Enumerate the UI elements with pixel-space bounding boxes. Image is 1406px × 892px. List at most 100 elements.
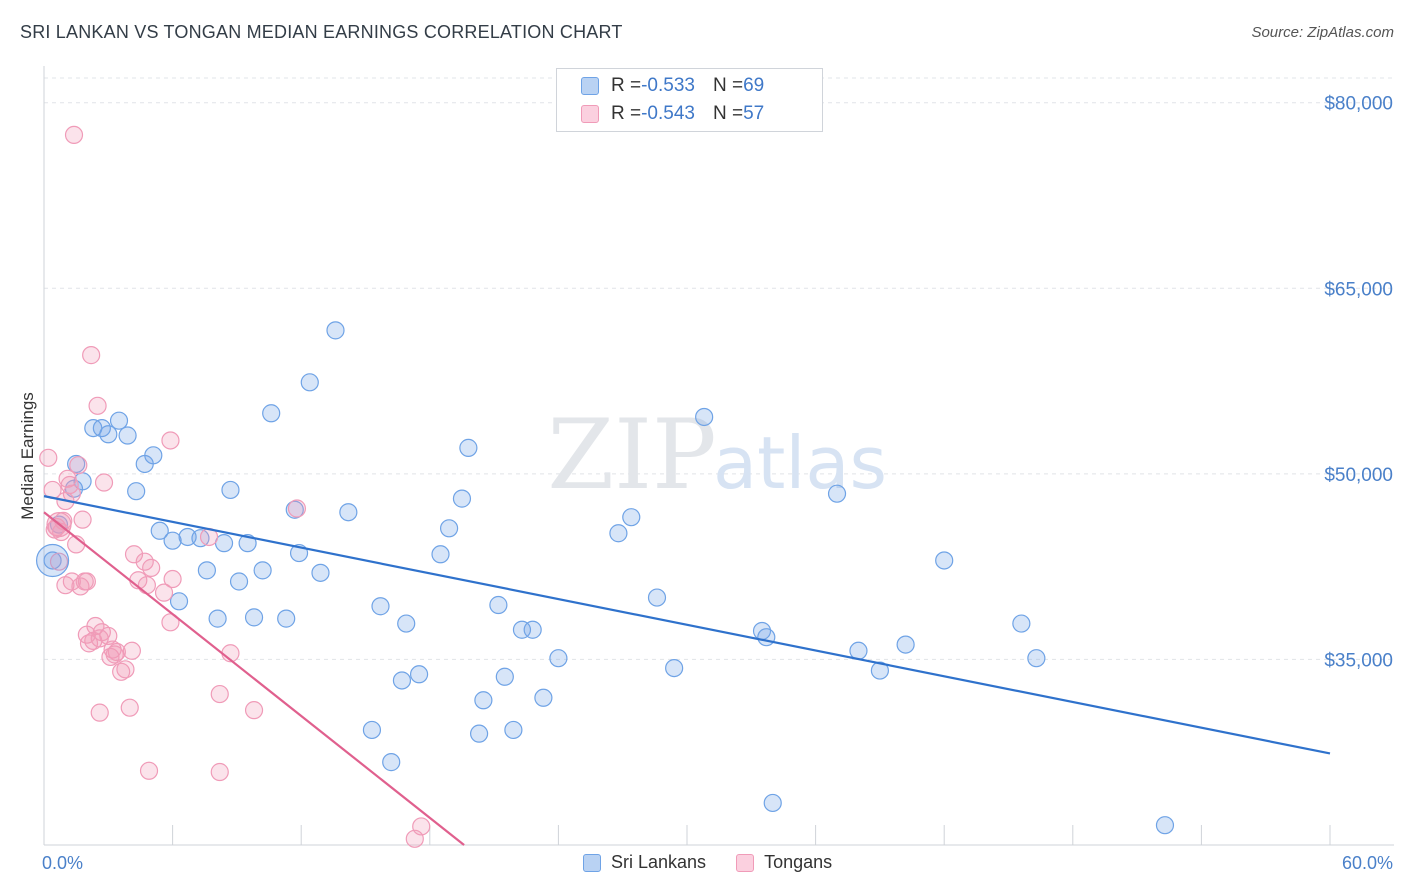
point-sri-lankans [244,608,264,627]
point-sri-lankans [221,480,240,500]
point-sri-lankans [150,521,169,540]
point-sri-lankans [763,793,782,813]
point-sri-lankans [35,543,70,578]
point-tongans [210,684,229,704]
point-sri-lankans [695,407,714,427]
point-sri-lankans [1155,816,1175,835]
point-sri-lankans [609,524,628,543]
y-tick-label: $35,000 [1324,650,1393,671]
point-tongans [105,645,124,664]
point-tongans [161,613,180,632]
point-sri-lankans [339,503,358,522]
watermark-zip: ZIP [547,399,716,511]
point-sri-lankans [665,658,684,678]
point-sri-lankans [489,595,508,615]
x-tick-label: 60.0% [1342,853,1393,873]
point-tongans [287,499,307,518]
point-tongans [49,552,69,571]
point-sri-lankans [495,667,514,686]
point-sri-lankans [262,404,281,423]
point-sri-lankans [197,561,216,580]
point-sri-lankans [935,551,954,570]
point-sri-lankans [896,635,915,654]
point-sri-lankans [118,426,137,445]
point-tongans [90,629,109,648]
point-tongans [124,545,144,564]
data-points [35,125,1175,848]
point-tongans [122,641,141,660]
point-sri-lankans [208,609,227,628]
point-tongans [163,569,182,589]
legend-n-value: 57 [743,103,765,124]
point-sri-lankans [512,620,532,639]
point-tongans [244,701,264,720]
point-tongans [142,558,161,577]
point-tongans [73,510,92,529]
point-tongans [64,125,84,145]
point-sri-lankans [534,688,553,707]
point-sri-lankans [549,649,568,668]
point-tongans [39,448,58,467]
point-tongans [88,396,107,415]
point-sri-lankans [757,628,776,647]
point-tongans [154,583,174,602]
legend-r-value: -0.533 [641,75,695,96]
tick-labels: $35,000 $50,000 $65,000 $80,000 0.0% 60.0% [42,94,1393,873]
point-sri-lankans [362,720,382,740]
legend-r-label: R = [611,103,642,124]
y-tick-label: $50,000 [1324,465,1393,486]
point-sri-lankans [382,753,401,772]
point-sri-lankans [277,609,296,628]
point-tongans [412,817,431,836]
point-sri-lankans [849,641,868,660]
legend-n-value: 69 [743,75,765,96]
point-sri-lankans [827,484,847,503]
legend-r-value: -0.543 [641,103,695,124]
point-sri-lankans [397,614,416,633]
point-sri-lankans [504,720,523,740]
point-tongans [77,572,96,591]
point-sri-lankans [127,482,146,501]
point-tongans [137,576,156,595]
point-sri-lankans [326,321,345,340]
point-tongans [94,473,114,492]
x-tick-label: 0.0% [42,853,83,873]
point-tongans [62,572,81,591]
point-tongans [139,761,159,780]
point-sri-lankans [311,563,330,582]
point-sri-lankans [439,519,459,538]
point-sri-lankans [1027,649,1046,668]
legend-label-tongans: Tongans [764,852,833,872]
trend-line-sri-lankans [43,495,1331,755]
legend-r-label: R = [611,75,642,96]
point-sri-lankans [99,425,118,444]
legend-swatch-sri-lankans [583,853,601,872]
point-sri-lankans [622,508,641,527]
point-sri-lankans [474,691,493,710]
point-sri-lankans [392,671,412,690]
point-tongans [107,642,126,662]
point-sri-lankans [452,489,472,508]
y-tick-label: $65,000 [1324,279,1393,300]
legend-item-sri-lankans[interactable]: Sri Lankans [583,852,706,873]
point-tongans [90,703,109,722]
legend-swatch-tongans [581,105,599,123]
point-tongans [120,698,139,717]
point-sri-lankans [163,531,182,550]
gridlines [44,77,1394,660]
watermark: ZIP atlas [547,399,887,511]
point-sri-lankans [229,572,249,591]
point-sri-lankans [169,592,189,611]
point-sri-lankans [459,438,478,457]
point-tongans [82,346,101,365]
legend-item-tongans[interactable]: Tongans [736,852,832,873]
source-label: Source: ZipAtlas.com [1251,24,1394,41]
legend-row-tongans: R = -0.543 N = 57 [581,102,764,126]
point-sri-lankans [43,551,62,570]
point-sri-lankans [431,545,450,564]
legend-swatch-tongans [736,853,755,872]
trend-lines [43,495,1331,846]
point-sri-lankans [238,534,257,553]
legend-n-label: N = [712,103,744,124]
